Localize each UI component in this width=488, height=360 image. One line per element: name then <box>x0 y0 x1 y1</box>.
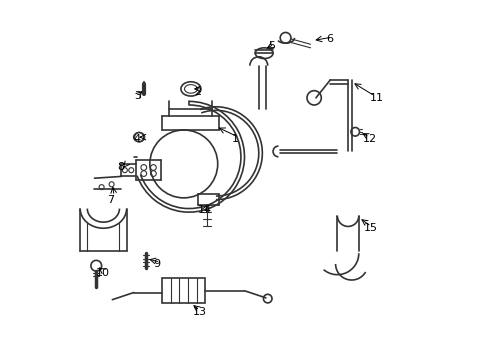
Text: 10: 10 <box>96 268 110 278</box>
Text: 12: 12 <box>362 134 376 144</box>
Text: 11: 11 <box>369 93 383 103</box>
FancyBboxPatch shape <box>162 278 205 303</box>
Text: 1: 1 <box>231 134 239 144</box>
Text: 13: 13 <box>192 307 206 317</box>
Text: 15: 15 <box>364 223 377 233</box>
Text: 2: 2 <box>194 87 201 98</box>
Text: 8: 8 <box>118 162 124 172</box>
Text: 14: 14 <box>198 205 212 215</box>
Text: 6: 6 <box>326 34 333 44</box>
Text: 3: 3 <box>134 91 141 101</box>
Text: 7: 7 <box>107 195 114 204</box>
Text: 4: 4 <box>134 134 141 144</box>
Text: 5: 5 <box>267 41 274 51</box>
Text: 9: 9 <box>153 259 160 269</box>
